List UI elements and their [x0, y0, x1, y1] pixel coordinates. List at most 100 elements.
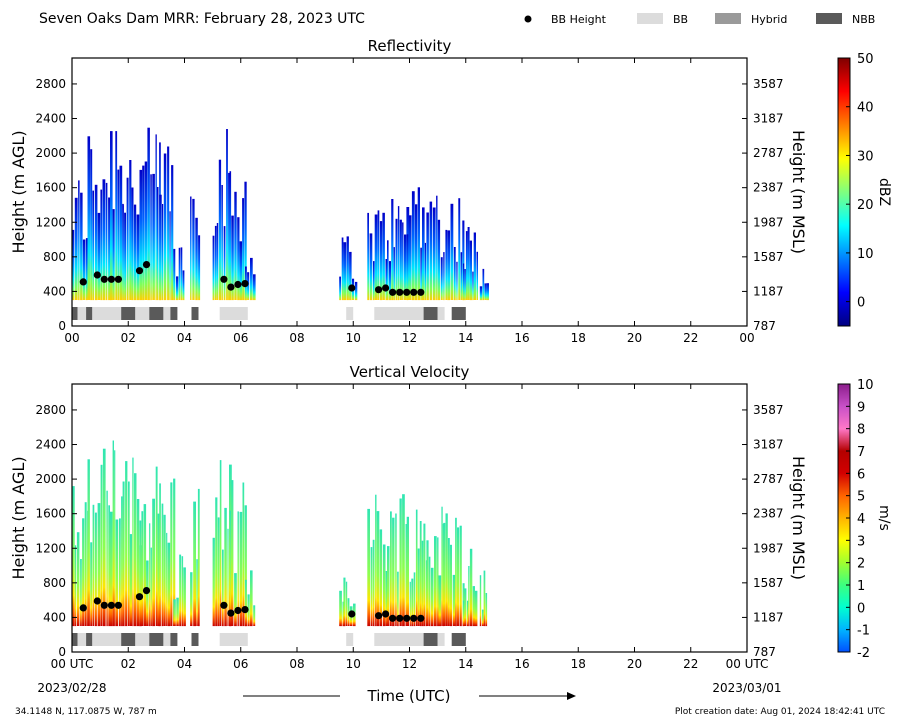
legend-label-hybrid: Hybrid: [751, 13, 787, 26]
bb-height-point: [389, 288, 397, 296]
y-tick-right-label: 2387: [753, 507, 784, 521]
bb-height-point: [375, 286, 383, 294]
echo-column: [171, 165, 174, 301]
echo-column: [250, 257, 253, 301]
legend-label-nbb: NBB: [852, 13, 875, 26]
echo-column: [242, 198, 245, 301]
x-tick-label: 20: [627, 331, 642, 345]
echo-column: [106, 490, 108, 627]
echo-column: [391, 199, 394, 301]
colorbar-tick-label: 3: [857, 534, 865, 549]
legend-label-bb-height: BB Height: [551, 13, 607, 26]
echo-column: [419, 521, 422, 627]
echo-column: [216, 223, 219, 300]
colorbar-tick-label: 6: [857, 467, 865, 482]
echo-column: [121, 496, 123, 627]
bb-type-bb: [163, 307, 171, 320]
bb-height-point: [348, 610, 356, 618]
echo-column: [242, 482, 245, 627]
x-tick-label: 00 UTC: [726, 657, 769, 671]
bb-height-point: [114, 601, 122, 609]
location-text: 34.1148 N, 117.0875 W, 787 m: [15, 707, 157, 717]
echo-column: [72, 486, 75, 627]
bb-type-nbb: [423, 307, 438, 320]
legend-swatch-bb: [637, 13, 663, 24]
y-tick-label: 800: [43, 250, 66, 264]
colorbar-tick-label: 50: [857, 52, 874, 67]
y-tick-right-label: 1587: [753, 576, 784, 590]
y-tick-label: 2800: [35, 77, 66, 91]
y-tick-right-label: 1987: [753, 215, 784, 229]
echo-column: [237, 511, 239, 627]
echo-column: [161, 503, 164, 627]
y-tick-label: 2800: [35, 403, 66, 417]
x-tick-label: 22: [683, 331, 698, 345]
bb-type-nbb: [86, 633, 93, 646]
bb-height-point: [396, 288, 404, 296]
echo-column: [417, 187, 420, 301]
echo-column: [462, 263, 465, 301]
bb-type-nbb: [121, 307, 136, 320]
echo-column: [229, 171, 232, 301]
bb-type-nbb: [72, 307, 78, 320]
y-tick-label: 2000: [35, 472, 66, 486]
figure-title: Seven Oaks Dam MRR: February 28, 2023 UT…: [39, 11, 365, 27]
echo-segment: [87, 448, 110, 627]
echo-column: [397, 571, 399, 627]
y-tick-right-label: 1187: [753, 284, 784, 298]
echo-column: [114, 450, 116, 627]
y-tick-label: 400: [43, 284, 66, 298]
echo-column: [464, 269, 466, 301]
echo-column: [483, 570, 486, 627]
echo-column: [176, 597, 179, 626]
x-tick-label: 14: [458, 657, 473, 671]
echo-column: [110, 511, 113, 627]
echo-column: [141, 511, 144, 626]
x-tick-label: 18: [571, 331, 586, 345]
echo-column: [102, 179, 106, 301]
bb-type-bb: [374, 633, 424, 646]
echo-column: [139, 169, 143, 301]
x-tick-label: 16: [514, 331, 529, 345]
echo-column: [428, 556, 431, 627]
echo-column: [354, 281, 358, 301]
echo-column: [100, 189, 103, 301]
bb-height-point: [410, 288, 418, 296]
echo-column: [345, 581, 348, 626]
echo-segment: [443, 198, 465, 301]
echo-column: [369, 233, 373, 301]
echo-segment: [339, 237, 344, 301]
bb-type-bb: [219, 633, 248, 646]
echo-column: [234, 573, 237, 627]
bb-height-series: [79, 587, 425, 622]
bb-type-bb: [346, 633, 354, 646]
date-start-label: 2023/02/28: [37, 681, 106, 695]
echo-column: [94, 512, 97, 627]
colorbar-tick-label: 10: [857, 247, 874, 262]
y-axis-right-label: Height (m MSL): [789, 130, 808, 254]
echo-column: [108, 197, 111, 301]
echo-column: [198, 235, 201, 301]
echo-column: [228, 172, 230, 301]
bb-type-bb: [77, 633, 86, 646]
echo-column: [440, 257, 443, 300]
y-tick-label: 0: [58, 319, 66, 333]
colorbar-tick-label: 2: [857, 557, 865, 572]
echo-segment: [190, 488, 200, 627]
echo-segment: [367, 210, 388, 301]
echo-segment: [479, 570, 488, 627]
echo-segment: [406, 187, 426, 301]
echo-column: [389, 261, 391, 301]
echo-column: [159, 483, 161, 627]
echo-column: [443, 522, 446, 626]
echo-column: [97, 212, 101, 300]
echo-column: [221, 185, 223, 301]
echo-column: [457, 527, 460, 626]
bb-height-point: [79, 278, 87, 286]
panel-title: Reflectivity: [368, 37, 452, 55]
echo-column: [411, 191, 415, 301]
echo-column: [379, 221, 383, 301]
echo-column: [119, 165, 123, 301]
echo-column: [183, 567, 186, 627]
bb-height-point: [142, 261, 151, 269]
